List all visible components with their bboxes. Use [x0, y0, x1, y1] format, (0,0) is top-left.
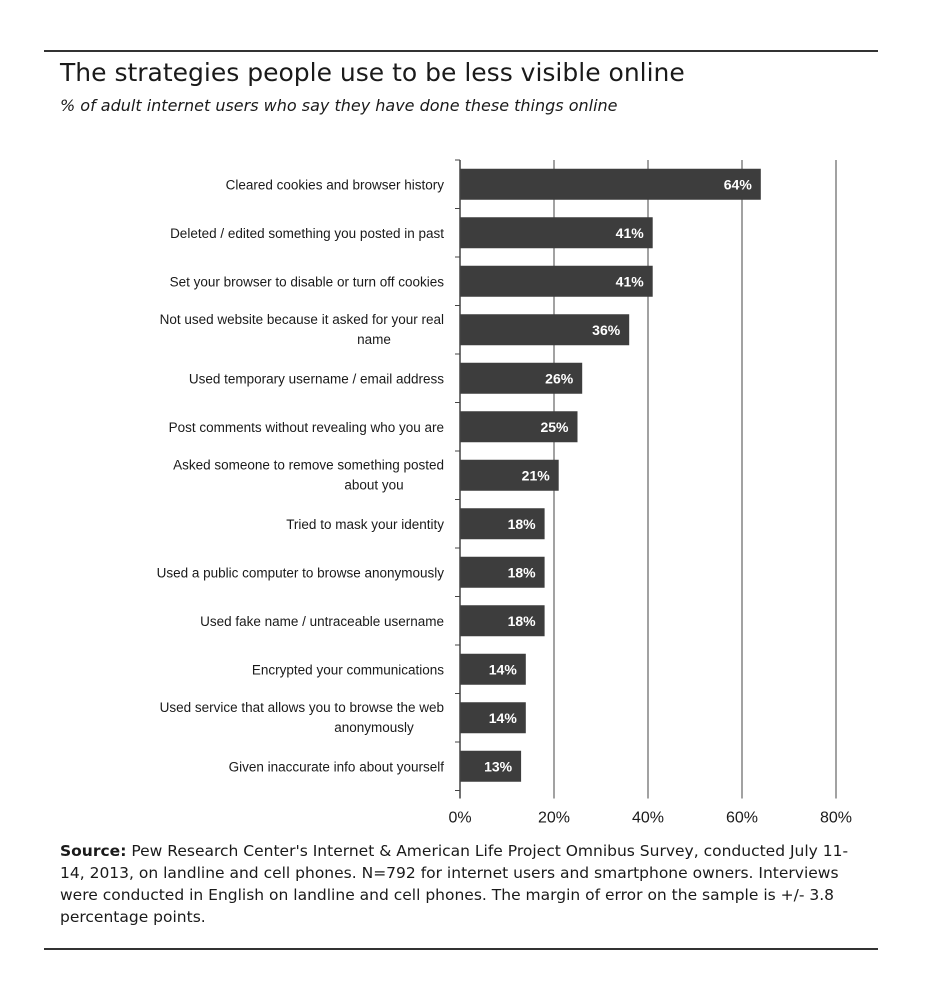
data-label: 13%	[484, 758, 513, 774]
data-label: 18%	[508, 613, 537, 629]
x-tick-label: 40%	[632, 810, 664, 827]
source-label: Source:	[60, 842, 127, 860]
bottom-rule	[44, 948, 878, 950]
bar	[460, 653, 526, 685]
category-label: Cleared cookies and browser history	[226, 177, 445, 192]
category-label: Asked someone to remove something posted…	[173, 457, 444, 492]
category-label: Deleted / edited something you posted in…	[170, 226, 444, 241]
x-tick-label: 80%	[820, 810, 852, 827]
bar	[460, 411, 578, 443]
category-label: Tried to mask your identity	[286, 517, 444, 532]
data-label: 18%	[508, 516, 537, 532]
bar	[460, 702, 526, 734]
data-label: 25%	[540, 419, 569, 435]
source-text: Pew Research Center's Internet & America…	[60, 842, 849, 926]
category-label: Not used website because it asked for yo…	[160, 312, 444, 347]
data-label: 26%	[545, 370, 574, 386]
bar	[460, 217, 653, 249]
data-label: 21%	[522, 467, 551, 483]
top-rule	[44, 50, 878, 52]
bar	[460, 750, 522, 782]
category-label: Encrypted your communications	[252, 662, 444, 677]
data-label: 18%	[508, 564, 537, 580]
category-label: Used fake name / untraceable username	[200, 614, 444, 629]
data-label: 64%	[724, 176, 753, 192]
bar	[460, 556, 545, 588]
category-label: Post comments without revealing who you …	[169, 420, 444, 435]
category-label: Given inaccurate info about yourself	[229, 759, 445, 774]
bar	[460, 605, 545, 637]
category-label: Used service that allows you to browse t…	[160, 700, 444, 735]
source-note: Source: Pew Research Center's Internet &…	[60, 840, 870, 928]
data-label: 41%	[616, 273, 645, 289]
category-label: Used a public computer to browse anonymo…	[157, 565, 445, 580]
x-tick-label: 60%	[726, 810, 758, 827]
data-label: 36%	[592, 322, 621, 338]
chart-title: The strategies people use to be less vis…	[60, 58, 685, 87]
bar	[460, 265, 653, 297]
x-tick-label: 0%	[448, 810, 471, 827]
bar	[460, 362, 583, 394]
data-label: 14%	[489, 661, 518, 677]
x-tick-label: 20%	[538, 810, 570, 827]
chart-subtitle: % of adult internet users who say they h…	[60, 96, 618, 115]
bar	[460, 314, 630, 346]
category-label: Set your browser to disable or turn off …	[170, 274, 445, 289]
data-label: 14%	[489, 710, 518, 726]
bar	[460, 168, 761, 200]
bar	[460, 459, 559, 491]
bar-chart: 64% Cleared cookies and browser history 41…	[157, 159, 852, 827]
category-label: Used temporary username / email address	[189, 371, 444, 386]
bar	[460, 508, 545, 540]
data-label: 41%	[616, 225, 645, 241]
